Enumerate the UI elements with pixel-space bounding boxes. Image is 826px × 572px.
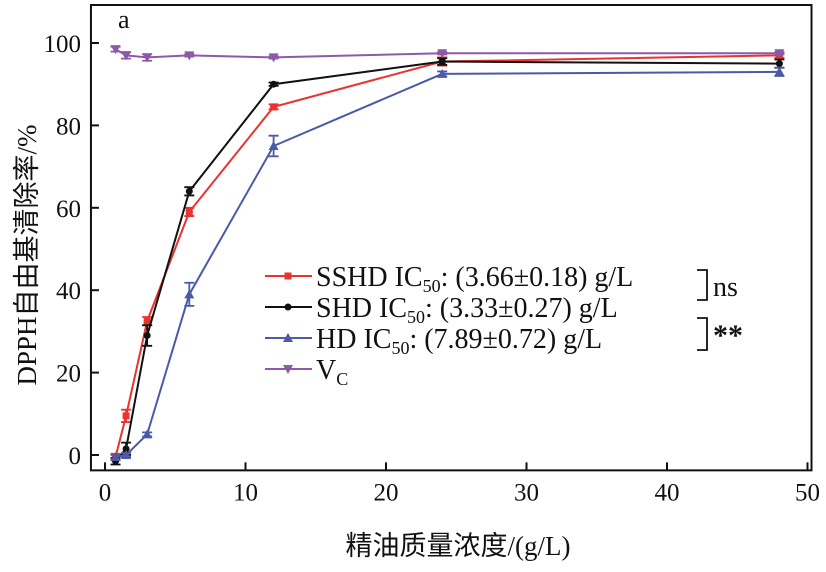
data-point <box>437 68 448 78</box>
plot-frame <box>89 4 813 472</box>
significance-bracket <box>697 317 708 351</box>
data-point <box>122 412 130 420</box>
y-axis-label: DPPH自由基清除率/% <box>12 124 42 385</box>
data-point <box>110 45 121 55</box>
x-tick-label: 0 <box>99 479 112 506</box>
series-line <box>115 48 780 59</box>
series-shd: SHD IC50: (3.33±0.27) g/L <box>110 57 785 466</box>
x-tick-label: 30 <box>514 479 539 506</box>
legend-marker <box>284 303 292 311</box>
legend-label: SHD IC50: (3.33±0.27) g/L <box>316 293 618 327</box>
data-point <box>185 208 193 216</box>
data-point <box>775 60 783 68</box>
data-point <box>121 450 132 459</box>
series-line <box>114 54 780 458</box>
data-point <box>184 289 195 299</box>
y-tick-label: 100 <box>43 31 81 58</box>
series-sshd: SSHD IC50: (3.66±0.18) g/L <box>110 51 785 462</box>
data-point <box>774 66 785 76</box>
x-tick-label: 10 <box>233 479 258 506</box>
x-axis-label: 精油质量浓度/(g/L) <box>346 531 571 561</box>
data-point <box>268 141 279 150</box>
significance-label: ** <box>713 319 743 352</box>
x-tick-label: 20 <box>374 479 399 506</box>
legend-label: HD IC50: (7.89±0.72) g/L <box>316 324 602 358</box>
significance-label: ns <box>713 272 738 303</box>
legend-marker <box>284 272 292 280</box>
data-point <box>121 51 132 61</box>
significance-bracket <box>697 269 708 301</box>
data-point <box>774 49 785 59</box>
y-tick-label: 60 <box>56 196 81 223</box>
y-tick-label: 80 <box>56 113 81 140</box>
x-tick-label: 40 <box>655 479 680 506</box>
series-vc: VC <box>110 45 785 389</box>
legend-label: SSHD IC50: (3.66±0.18) g/L <box>316 262 633 296</box>
data-point <box>142 429 153 439</box>
data-point <box>143 317 151 325</box>
y-tick-label: 40 <box>56 278 81 305</box>
legend-marker <box>283 333 293 342</box>
legend-label: VC <box>316 355 348 389</box>
data-point <box>122 445 130 453</box>
y-tick-label: 20 <box>56 361 81 388</box>
data-point <box>270 80 278 88</box>
legend-marker <box>283 365 293 374</box>
y-tick-label: 0 <box>68 443 81 470</box>
data-point <box>437 49 448 59</box>
panel-label: a <box>118 5 130 34</box>
data-point <box>184 51 195 61</box>
data-point <box>270 103 278 111</box>
data-point <box>143 332 151 340</box>
x-tick-label: 50 <box>795 479 820 506</box>
data-point <box>110 452 121 462</box>
data-point <box>185 187 193 195</box>
data-point <box>142 53 153 63</box>
series-hd: HD IC50: (7.89±0.72) g/L <box>110 66 785 462</box>
data-point <box>438 58 446 66</box>
data-point <box>268 53 279 63</box>
